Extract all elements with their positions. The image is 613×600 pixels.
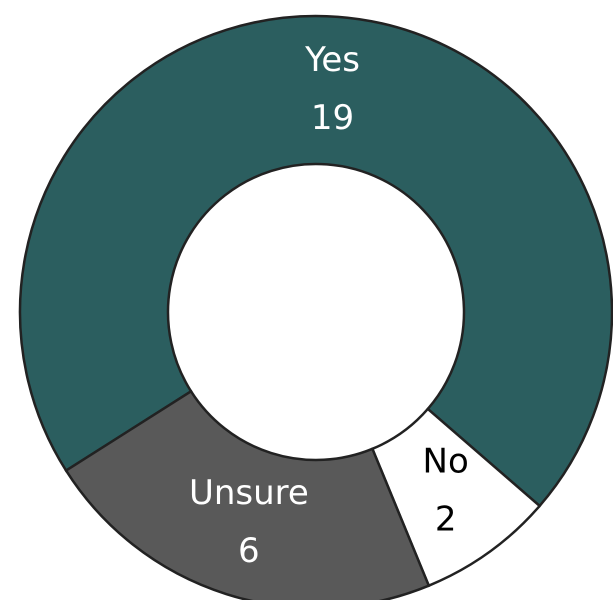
segment-value: 2 <box>435 500 457 540</box>
segment-label: Yes <box>304 40 360 80</box>
donut-segment <box>64 389 431 600</box>
segment-label: No <box>423 442 469 482</box>
segment-value: 19 <box>311 98 354 138</box>
segment-value: 6 <box>238 531 260 571</box>
donut-segment <box>18 14 613 508</box>
segment-label: Unsure <box>189 473 309 513</box>
